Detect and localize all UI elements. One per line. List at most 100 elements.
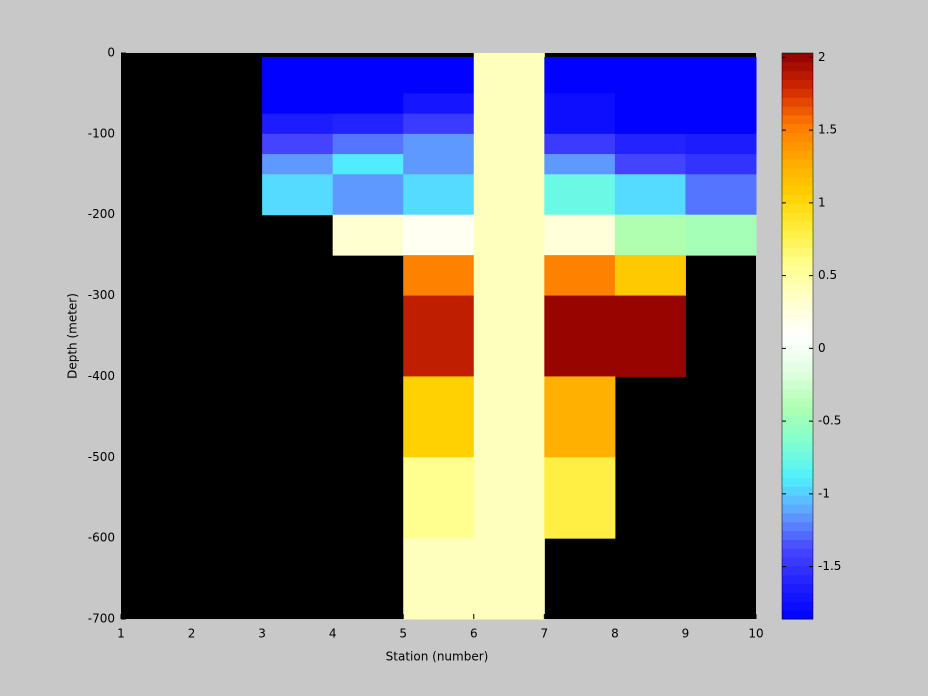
colorbar-step <box>782 539 813 549</box>
colorbar-step <box>782 592 813 602</box>
heatmap-cell <box>473 376 545 458</box>
colorbar-tick-label: 0 <box>818 341 826 355</box>
heatmap-cell <box>262 93 334 115</box>
heatmap-cell <box>544 214 616 256</box>
heatmap-cell <box>614 174 686 216</box>
colorbar-step <box>782 97 813 107</box>
heatmap-cell <box>685 57 757 94</box>
heatmap-cell <box>403 133 475 155</box>
heatmap-cell <box>403 154 475 175</box>
heatmap-cell <box>614 154 686 175</box>
x-tick-label: 4 <box>329 627 337 641</box>
x-tick-label: 1 <box>117 627 125 641</box>
colorbar-tick-label: -0.5 <box>818 414 841 428</box>
heatmap-cell <box>403 457 475 539</box>
heatmap-cell <box>332 214 404 256</box>
colorbar-step <box>782 106 813 116</box>
heatmap-cell <box>614 93 686 115</box>
colorbar-step <box>782 389 813 399</box>
heatmap-cell <box>614 57 686 94</box>
heatmap-cell <box>403 376 475 458</box>
y-tick-label: -400 <box>88 369 115 383</box>
colorbar-step <box>782 548 813 558</box>
heatmap-cell <box>403 93 475 115</box>
colorbar-step <box>782 141 813 151</box>
heatmap-cell <box>544 376 616 458</box>
heatmap-cell <box>544 255 616 297</box>
colorbar-step <box>782 221 813 231</box>
colorbar-step <box>782 521 813 532</box>
colorbar-step <box>782 371 813 381</box>
colorbar-step <box>782 194 813 204</box>
colorbar-step <box>782 318 813 328</box>
heatmap-cell <box>262 57 334 94</box>
colorbar-step <box>782 459 813 470</box>
colorbar-frame <box>781 52 814 620</box>
x-tick-label: 6 <box>470 627 478 641</box>
heatmap-cell <box>685 174 757 216</box>
colorbar-step <box>782 415 813 425</box>
heatmap-cell <box>473 295 545 377</box>
colorbar-tick-label: 1.5 <box>818 123 837 137</box>
heatmap-cell <box>473 538 545 620</box>
colorbar-step <box>782 309 813 319</box>
heatmap-cell <box>614 113 686 135</box>
x-tick-label: 5 <box>399 627 407 641</box>
y-tick-label: 0 <box>107 46 115 60</box>
heatmap-cell <box>332 57 404 94</box>
colorbar-step <box>782 442 813 452</box>
heatmap-cell <box>403 538 475 620</box>
colorbar-step <box>782 583 813 593</box>
colorbar-step <box>782 300 813 310</box>
colorbar-step <box>782 406 813 417</box>
colorbar-step <box>782 282 813 293</box>
heatmap-cell <box>473 133 545 155</box>
colorbar-tick-label: -1 <box>818 486 830 500</box>
colorbar-step <box>782 353 813 364</box>
colorbar-step <box>782 327 813 337</box>
heatmap-cell <box>544 113 616 135</box>
colorbar-step <box>782 530 813 540</box>
colorbar-step <box>782 557 813 567</box>
heatmap-cell <box>473 93 545 115</box>
x-tick-label: 3 <box>258 627 266 641</box>
heatmap-cell <box>544 174 616 216</box>
x-tick-label: 7 <box>541 627 549 641</box>
colorbar-step <box>782 79 813 89</box>
heatmap-cell <box>614 133 686 155</box>
colorbar-step <box>782 238 813 249</box>
heatmap-cell <box>262 113 334 135</box>
colorbar-step <box>782 424 813 434</box>
heatmap-cell <box>403 113 475 135</box>
heatmap-cell <box>332 93 404 115</box>
heatmap-cell <box>473 214 545 256</box>
colorbar-step <box>782 203 813 213</box>
heatmap-cell <box>685 154 757 175</box>
heatmap-cell <box>403 255 475 297</box>
heatmap-cell <box>403 174 475 216</box>
colorbar-step <box>782 167 813 178</box>
colorbar-step <box>782 362 813 372</box>
heatmap-cell <box>544 93 616 115</box>
heatmap-cell <box>685 214 757 256</box>
x-tick-label: 8 <box>611 627 619 641</box>
colorbar-step <box>782 159 813 169</box>
colorbar-step <box>782 380 813 390</box>
colorbar-step <box>782 256 813 266</box>
colorbar-step <box>782 504 813 514</box>
colorbar-step <box>782 433 813 443</box>
colorbar-step <box>782 274 813 284</box>
colorbar-step <box>782 132 813 142</box>
colorbar-step <box>782 601 813 611</box>
heatmap-cell <box>403 295 475 377</box>
y-tick-label: -600 <box>88 531 115 545</box>
heatmap-cell <box>614 255 686 297</box>
colorbar-step <box>782 397 813 408</box>
y-axis-label: Depth (meter) <box>66 293 80 379</box>
y-tick-label: -700 <box>88 612 115 626</box>
colorbar-step <box>782 574 813 585</box>
colorbar-step <box>782 114 813 125</box>
heatmap-cell <box>614 214 686 256</box>
colorbar-step <box>782 229 813 240</box>
